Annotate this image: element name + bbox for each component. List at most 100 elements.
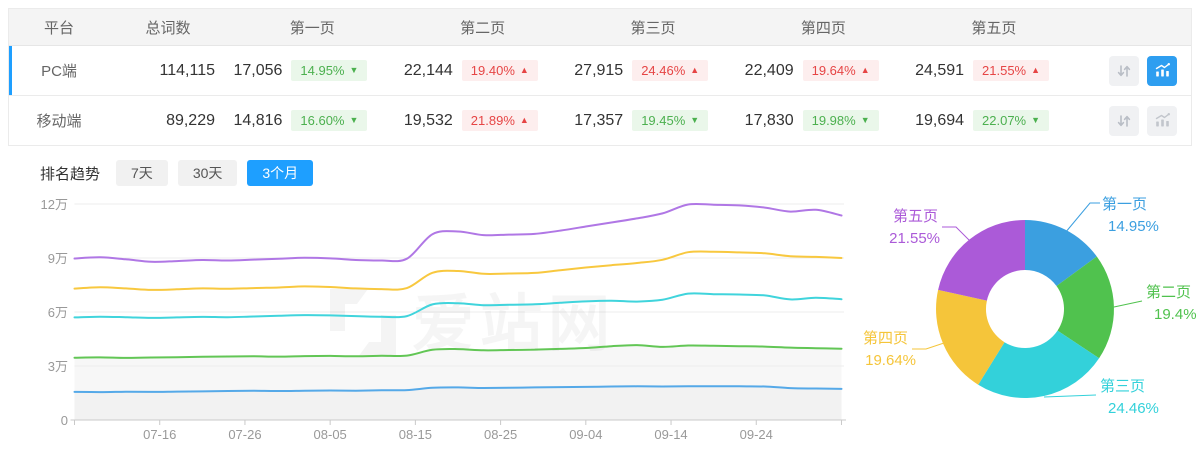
donut-percent-page1: 14.95%	[1108, 218, 1159, 235]
watermark-logo-icon	[330, 289, 368, 331]
triangle-down-icon: ▼	[349, 115, 359, 125]
total-words-value: 114,115	[159, 61, 215, 79]
total-words-value: 89,229	[166, 111, 215, 129]
trend-chart-button-active[interactable]	[1147, 55, 1178, 86]
change-percent: 21.55%	[982, 63, 1027, 78]
table-row-mobile[interactable]: 移动端 89,229 14,816 16.60% ▼ 19,532 21.89% ▲ 17,35…	[9, 96, 1191, 146]
change-percent: 14.95%	[300, 63, 345, 78]
x-axis-label: 09-14	[654, 427, 687, 442]
page5-cell: 19,694 22.07% ▼	[909, 96, 1079, 145]
x-axis-label: 08-15	[399, 427, 432, 442]
donut-slice-page1[interactable]	[1025, 220, 1097, 286]
donut-label-leader-page1	[1064, 202, 1100, 234]
donut-percent-page3: 24.46%	[1108, 400, 1159, 417]
page1-cell: 14,816 16.60% ▼	[227, 96, 397, 145]
change-percent: 21.89%	[470, 113, 515, 128]
sort-arrows-button[interactable]	[1109, 105, 1140, 136]
donut-label-leader-page4	[912, 342, 945, 350]
page5-change-badge: 21.55% ▲	[973, 60, 1050, 81]
page3-change-badge: 19.45% ▼	[632, 110, 709, 131]
donut-slice-page5[interactable]	[938, 220, 1025, 301]
page2-count: 22,144	[403, 61, 453, 79]
page3-cell: 27,915 24.46% ▲	[568, 46, 738, 95]
triangle-down-icon: ▼	[1031, 115, 1041, 125]
page4-change-badge: 19.64% ▲	[802, 60, 879, 81]
watermark-logo-icon	[358, 315, 396, 357]
change-percent: 19.64%	[811, 63, 856, 78]
triangle-up-icon: ▲	[1031, 65, 1041, 75]
page2-change-badge: 21.89% ▲	[461, 110, 538, 131]
trend-section-title: 排名趋势	[40, 165, 101, 183]
sort-arrows-icon	[1117, 64, 1131, 77]
column-header-page5: 第五页	[971, 19, 1017, 37]
platform-label: PC端	[41, 63, 77, 80]
y-axis-label: 3万	[48, 359, 68, 374]
page3-change-badge: 24.46% ▲	[632, 60, 709, 81]
x-axis-label: 07-16	[143, 427, 176, 442]
page3-count: 27,915	[574, 61, 624, 79]
x-axis-label: 07-26	[228, 427, 261, 442]
change-percent: 19.45%	[641, 113, 686, 128]
page4-count: 17,830	[744, 111, 794, 129]
series-line-page5	[73, 202, 843, 263]
triangle-down-icon: ▼	[349, 65, 359, 75]
triangle-up-icon: ▲	[519, 65, 529, 75]
page4-change-badge: 19.98% ▼	[802, 110, 879, 131]
triangle-down-icon: ▼	[860, 115, 870, 125]
page2-cell: 19,532 21.89% ▲	[397, 96, 567, 145]
page2-change-badge: 19.40% ▲	[461, 60, 538, 81]
sort-arrows-icon	[1117, 114, 1131, 127]
sort-arrows-button[interactable]	[1109, 55, 1140, 86]
tab-range-7天[interactable]: 7天	[116, 159, 168, 186]
triangle-down-icon: ▼	[690, 115, 700, 125]
donut-percent-page2: 19.4%	[1154, 306, 1197, 323]
y-axis-label: 12万	[41, 197, 68, 212]
page3-count: 17,357	[574, 111, 624, 129]
triangle-up-icon: ▲	[690, 65, 700, 75]
trend-chart-button[interactable]	[1147, 105, 1178, 136]
y-axis-label: 9万	[48, 251, 68, 266]
series-line-page3	[73, 292, 843, 319]
donut-label-leader-page2	[1113, 300, 1143, 308]
table-row-pc[interactable]: PC端 114,115 17,056 14.95% ▼ 22,144 19.40% ▲ 27,9…	[9, 46, 1191, 96]
trend-range-tabs: 7天 30天 3个月	[116, 159, 323, 186]
column-header-page2: 第二页	[460, 19, 506, 37]
page2-cell: 22,144 19.40% ▲	[397, 46, 567, 95]
column-header-page3: 第三页	[630, 19, 676, 37]
page5-change-badge: 22.07% ▼	[973, 110, 1050, 131]
series-line-page2	[73, 344, 843, 359]
trend-chart-icon	[1155, 113, 1170, 127]
donut-slice-page4[interactable]	[936, 289, 1005, 385]
column-header-ops	[1079, 9, 1191, 45]
y-axis-label: 0	[61, 413, 68, 428]
page1-change-badge: 14.95% ▼	[291, 60, 368, 81]
page4-cell: 17,830 19.98% ▼	[738, 96, 908, 145]
donut-percent-page5: 21.55%	[889, 230, 940, 247]
donut-slice-page2[interactable]	[1056, 256, 1114, 359]
donut-label-leader-page5	[942, 226, 973, 244]
donut-label-page4: 第四页	[863, 329, 908, 347]
trend-toolbar: 排名趋势 7天 30天 3个月	[40, 159, 1192, 187]
charts-area: 0 3万 6万 9万 12万 爱站网 07-16 07-26 08-05 08-15 08-25 09…	[8, 187, 1197, 467]
page1-count: 17,056	[233, 61, 283, 79]
column-header-total: 总词数	[145, 19, 191, 37]
donut-label-page5: 第五页	[893, 207, 938, 225]
page-share-donut-chart[interactable]: 第一页 14.95% 第二页 19.4% 第三页 24.46% 第四页 19.64% 第五页 21…	[856, 185, 1200, 465]
donut-label-page1: 第一页	[1102, 195, 1147, 213]
page1-change-badge: 16.60% ▼	[291, 110, 368, 131]
page5-cell: 24,591 21.55% ▲	[909, 46, 1079, 95]
row-actions	[1079, 96, 1191, 145]
donut-slice-page3[interactable]	[978, 330, 1100, 398]
x-axis-label: 08-05	[314, 427, 347, 442]
page3-cell: 17,357 19.45% ▼	[568, 96, 738, 145]
trend-chart-icon	[1155, 63, 1170, 77]
donut-percent-page4: 19.64%	[865, 352, 916, 369]
change-percent: 16.60%	[300, 113, 345, 128]
tab-range-3个月[interactable]: 3个月	[247, 159, 314, 186]
page5-count: 19,694	[915, 111, 965, 129]
tab-range-30天[interactable]: 30天	[177, 159, 238, 186]
triangle-up-icon: ▲	[860, 65, 870, 75]
page2-count: 19,532	[403, 111, 453, 129]
page1-count: 14,816	[233, 111, 283, 129]
